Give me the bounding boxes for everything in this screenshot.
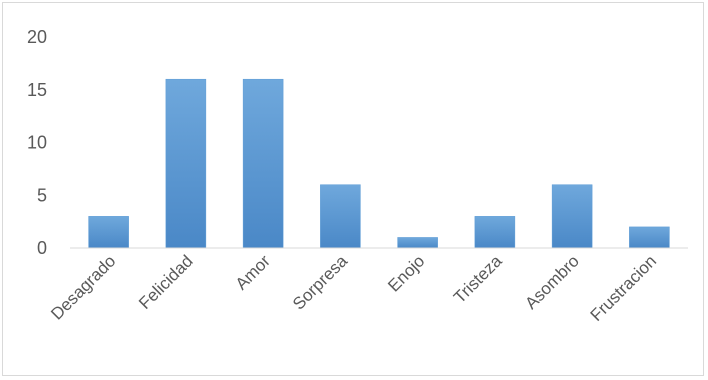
x-axis-labels: Desagrado Felicidad Amor Sorpresa Enojo Trist… bbox=[47, 251, 660, 325]
y-tick-label-20: 20 bbox=[27, 27, 47, 47]
bar-enojo bbox=[397, 237, 438, 249]
bars bbox=[88, 78, 670, 249]
bar-frustracion bbox=[629, 226, 670, 249]
x-tick-label-frustracion: Frustracion bbox=[587, 251, 661, 325]
x-tick-label-desagrado: Desagrado bbox=[47, 251, 119, 323]
y-tick-label-5: 5 bbox=[37, 185, 47, 205]
bar-tristeza bbox=[474, 216, 516, 249]
bar-amor bbox=[242, 78, 284, 249]
x-tick-label-felicidad: Felicidad bbox=[135, 251, 197, 313]
bar-felicidad bbox=[165, 78, 207, 249]
x-tick-label-amor: Amor bbox=[232, 251, 274, 293]
bar-desagrado bbox=[88, 216, 129, 249]
y-axis-ticks: 0 5 10 15 20 bbox=[27, 27, 47, 258]
x-tick-label-sorpresa: Sorpresa bbox=[289, 251, 352, 314]
y-tick-label-15: 15 bbox=[27, 80, 47, 100]
y-tick-label-10: 10 bbox=[27, 133, 47, 153]
x-tick-label-enojo: Enojo bbox=[384, 251, 428, 295]
bar-asombro bbox=[551, 184, 593, 249]
bar-sorpresa bbox=[320, 184, 361, 249]
y-tick-label-0: 0 bbox=[37, 238, 47, 258]
x-tick-label-tristeza: Tristeza bbox=[450, 251, 506, 307]
x-tick-label-asombro: Asombro bbox=[521, 251, 583, 313]
